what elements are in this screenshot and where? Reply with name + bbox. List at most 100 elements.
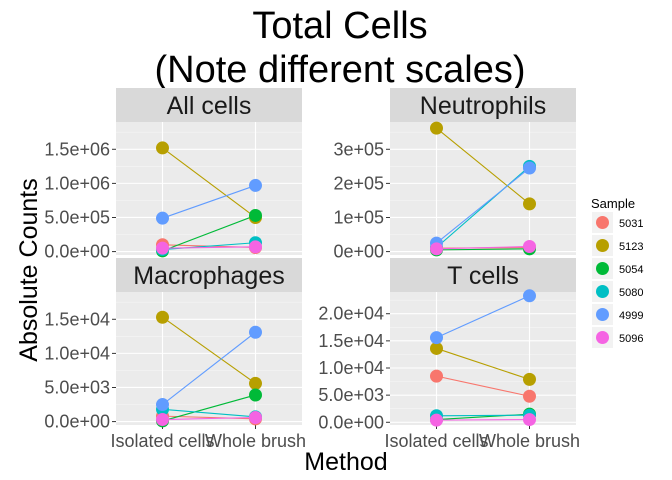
legend-item-5096: 5096 bbox=[592, 327, 643, 348]
x-axis-label: Method bbox=[304, 448, 387, 476]
y-tick-label: 1.0e+06 bbox=[44, 173, 110, 193]
series-lines bbox=[162, 316, 256, 422]
y-tick-label: 0.0e+00 bbox=[44, 412, 110, 432]
line-4999 bbox=[436, 167, 530, 244]
point-5123-whole-brush bbox=[523, 372, 536, 386]
point-4999-isolated-cells bbox=[430, 331, 443, 345]
x-tick-label: Whole brush bbox=[205, 431, 306, 451]
y-tick-label: 0.0e+00 bbox=[44, 242, 110, 262]
line-5054 bbox=[162, 394, 256, 422]
point-5054-whole-brush bbox=[249, 388, 262, 402]
strip-background bbox=[116, 258, 302, 292]
legend-item-4999: 4999 bbox=[592, 304, 643, 325]
line-5123 bbox=[436, 127, 530, 205]
point-5031-isolated-cells bbox=[430, 369, 443, 383]
line-4999 bbox=[436, 295, 530, 339]
point-5123-whole-brush bbox=[523, 197, 536, 211]
facet-panels: All cells 0.0e+00 5.0e+05 1.0e+06 1.5e+06 Neu… bbox=[44, 88, 580, 451]
line-5096 bbox=[162, 416, 256, 421]
point-5096-isolated-cells bbox=[430, 413, 443, 427]
point-5123-isolated-cells bbox=[156, 141, 169, 155]
y-tick-label: 2.0e+04 bbox=[318, 304, 384, 324]
line-5123 bbox=[162, 147, 256, 218]
line-5096 bbox=[162, 246, 256, 249]
line-5080 bbox=[162, 408, 256, 418]
panel-background bbox=[390, 122, 576, 255]
point-5096-whole-brush bbox=[523, 239, 536, 253]
point-5123-isolated-cells bbox=[430, 121, 443, 135]
chart-title-line-1: Total Cells bbox=[252, 5, 427, 47]
strip-background bbox=[116, 88, 302, 122]
panel-macrophages: Macrophages 0.0e+00 5.0e+03 1.0e+04 1.5e+04 I… bbox=[44, 258, 306, 451]
legend: Sample 5031 5123 5054 5080 4999 5096 bbox=[591, 196, 643, 348]
point-4999-isolated-cells bbox=[156, 211, 169, 225]
line-4999 bbox=[162, 331, 256, 405]
panel-background bbox=[390, 292, 576, 425]
y-tick-label: 1.0e+04 bbox=[44, 343, 110, 363]
point-5096-whole-brush bbox=[249, 410, 262, 424]
legend-label: 5080 bbox=[619, 287, 643, 299]
line-5123 bbox=[162, 316, 256, 384]
y-tick-label: 1.5e+04 bbox=[318, 331, 384, 351]
point-4999-whole-brush bbox=[523, 289, 536, 303]
point-5096-isolated-cells bbox=[156, 413, 169, 427]
series-lines bbox=[436, 127, 530, 251]
x-tick-label: Isolated cells bbox=[110, 431, 214, 451]
legend-label: 5031 bbox=[619, 218, 643, 230]
panel-neutrophils: Neutrophils 0e+00 1e+05 2e+05 3e+05 bbox=[333, 88, 576, 262]
legend-item-5031: 5031 bbox=[592, 212, 643, 233]
y-tick-label: 1e+05 bbox=[333, 207, 384, 227]
line-5031 bbox=[436, 375, 530, 397]
x-tick-label: Isolated cells bbox=[384, 431, 488, 451]
point-5123-isolated-cells bbox=[430, 341, 443, 355]
line-5080 bbox=[436, 414, 530, 417]
y-tick-label: 5.0e+03 bbox=[318, 385, 384, 405]
x-tick-label: Whole brush bbox=[479, 431, 580, 451]
strip-title: T cells bbox=[447, 262, 519, 290]
point-5096-isolated-cells bbox=[430, 242, 443, 256]
y-tick-label: 5.0e+03 bbox=[44, 377, 110, 397]
strip-title: Macrophages bbox=[133, 262, 284, 290]
legend-swatch bbox=[596, 308, 609, 321]
series-points bbox=[430, 121, 536, 257]
point-5096-whole-brush bbox=[523, 413, 536, 427]
strip-title: All cells bbox=[167, 92, 252, 120]
legend-label: 5123 bbox=[619, 241, 643, 253]
legend-label: 5054 bbox=[619, 264, 643, 276]
panel-t-cells: T cells 0.0e+00 5.0e+03 1.0e+04 1.5e+04 2.0e+… bbox=[318, 258, 580, 451]
panel-background bbox=[116, 122, 302, 255]
point-5096-whole-brush bbox=[249, 240, 262, 254]
point-5123-whole-brush bbox=[249, 376, 262, 390]
series-points bbox=[430, 289, 536, 427]
y-tick-label: 1.0e+04 bbox=[318, 358, 384, 378]
point-4999-whole-brush bbox=[249, 178, 262, 192]
y-tick-label: 0.0e+00 bbox=[318, 412, 384, 432]
chart-title-line-2: (Note different scales) bbox=[154, 49, 525, 91]
legend-swatch bbox=[596, 331, 609, 344]
legend-swatch bbox=[596, 262, 609, 275]
legend-item-5080: 5080 bbox=[592, 281, 643, 302]
legend-label: 5096 bbox=[619, 333, 643, 345]
y-tick-label: 5.0e+05 bbox=[44, 207, 110, 227]
panel-background bbox=[116, 292, 302, 425]
panel-all-cells: All cells 0.0e+00 5.0e+05 1.0e+06 1.5e+06 bbox=[44, 88, 302, 262]
line-4999 bbox=[162, 184, 256, 219]
legend-item-5054: 5054 bbox=[592, 258, 643, 279]
line-5054 bbox=[162, 214, 256, 252]
y-tick-label: 2e+05 bbox=[333, 173, 384, 193]
y-axis-label: Absolute Counts bbox=[15, 178, 43, 361]
strip-background bbox=[390, 258, 576, 292]
y-tick-label: 1.5e+04 bbox=[44, 309, 110, 329]
series-lines bbox=[436, 295, 530, 421]
legend-label: 4999 bbox=[619, 310, 643, 322]
legend-item-5123: 5123 bbox=[592, 235, 643, 256]
legend-swatch bbox=[596, 239, 609, 252]
line-5123 bbox=[436, 347, 530, 380]
line-5096 bbox=[436, 419, 530, 421]
point-4999-whole-brush bbox=[249, 325, 262, 339]
y-tick-label: 0e+00 bbox=[333, 242, 384, 262]
line-5096 bbox=[436, 245, 530, 250]
strip-background bbox=[390, 88, 576, 122]
y-tick-label: 3e+05 bbox=[333, 139, 384, 159]
